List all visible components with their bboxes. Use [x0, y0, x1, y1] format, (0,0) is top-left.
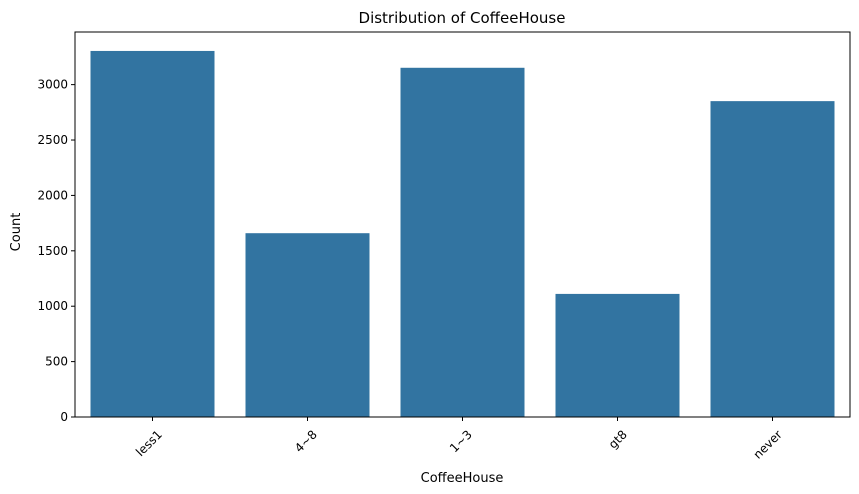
bar-0	[90, 50, 215, 418]
bar-1	[245, 233, 370, 417]
y-tick-label: 500	[45, 355, 68, 369]
y-axis: 0 500 1000 1500 2000 2500 3000	[37, 78, 75, 424]
x-tick-label: gt8	[606, 427, 630, 451]
y-tick-label: 3000	[37, 78, 68, 92]
y-tick-label: 1000	[37, 299, 68, 313]
x-axis-title: CoffeeHouse	[421, 471, 504, 486]
bar-2	[400, 67, 525, 417]
y-tick-label: 2500	[37, 133, 68, 147]
bar-3	[555, 293, 680, 417]
y-tick-label: 1500	[37, 244, 68, 258]
x-tick-label: less1	[133, 427, 165, 459]
x-tick-label: 1~3	[447, 427, 475, 455]
plot-frame	[74, 31, 851, 418]
x-axis: less1 4~8 1~3 gt8 never	[133, 417, 785, 462]
y-tick-label: 0	[60, 410, 68, 424]
x-tick-label: 4~8	[292, 427, 320, 455]
chart-title: Distribution of CoffeeHouse	[359, 9, 566, 27]
y-tick-label: 2000	[37, 188, 68, 202]
x-tick-label: never	[751, 427, 785, 461]
y-axis-title: Count	[9, 213, 24, 252]
bars-group	[90, 50, 835, 418]
bar-4	[710, 101, 835, 417]
